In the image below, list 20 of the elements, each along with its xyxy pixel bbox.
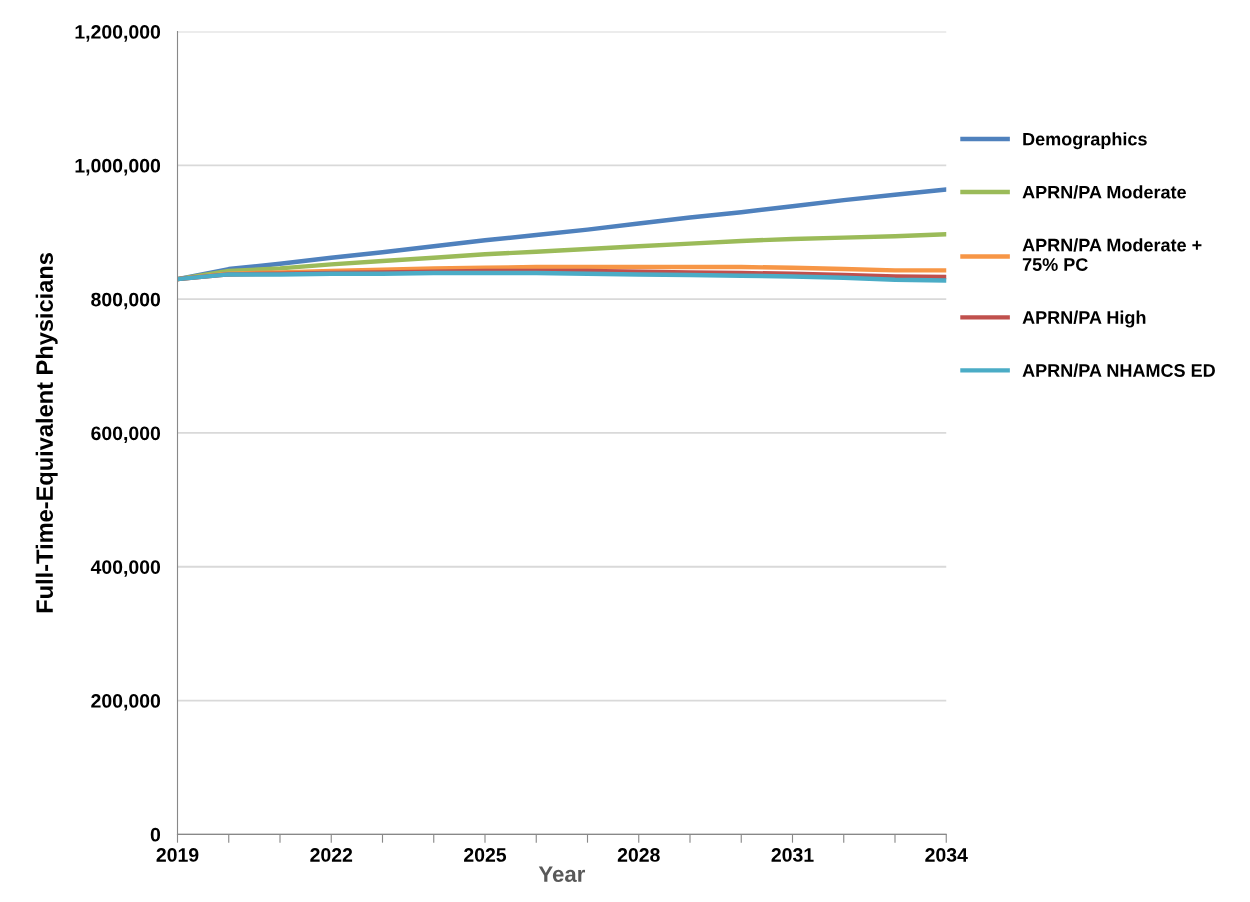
y-tick-label: 0 (150, 827, 161, 842)
legend-label: APRN/PA Moderate (1022, 185, 1186, 199)
y-tick-label: 600,000 (91, 426, 161, 444)
y-tick-label: 400,000 (90, 560, 161, 577)
y-tick-label: 200,000 (91, 694, 161, 711)
x-tick-label: 2022 (310, 848, 353, 862)
y-tick-label: 800,000 (91, 292, 161, 310)
y-tick-label: 1,200,000 (75, 25, 161, 42)
legend-label: APRN/PA High (1022, 310, 1146, 328)
x-axis-title: Year (538, 866, 586, 882)
y-axis-title: Full-Time-Equivalent Physicians (35, 253, 58, 613)
legend-label: APRN/PA Moderate + 75% PC (1022, 238, 1202, 271)
x-tick-label: 2034 (925, 848, 968, 862)
x-tick-label: 2025 (464, 848, 507, 862)
legend-label: APRN/PA NHAMCS ED (1022, 363, 1215, 378)
x-tick-label: 2031 (771, 848, 814, 862)
x-tick-label: 2019 (156, 848, 199, 862)
x-tick-label: 2028 (617, 848, 660, 862)
legend-label: Demographics (1023, 132, 1147, 150)
y-tick-label: 1,000,000 (75, 158, 161, 176)
